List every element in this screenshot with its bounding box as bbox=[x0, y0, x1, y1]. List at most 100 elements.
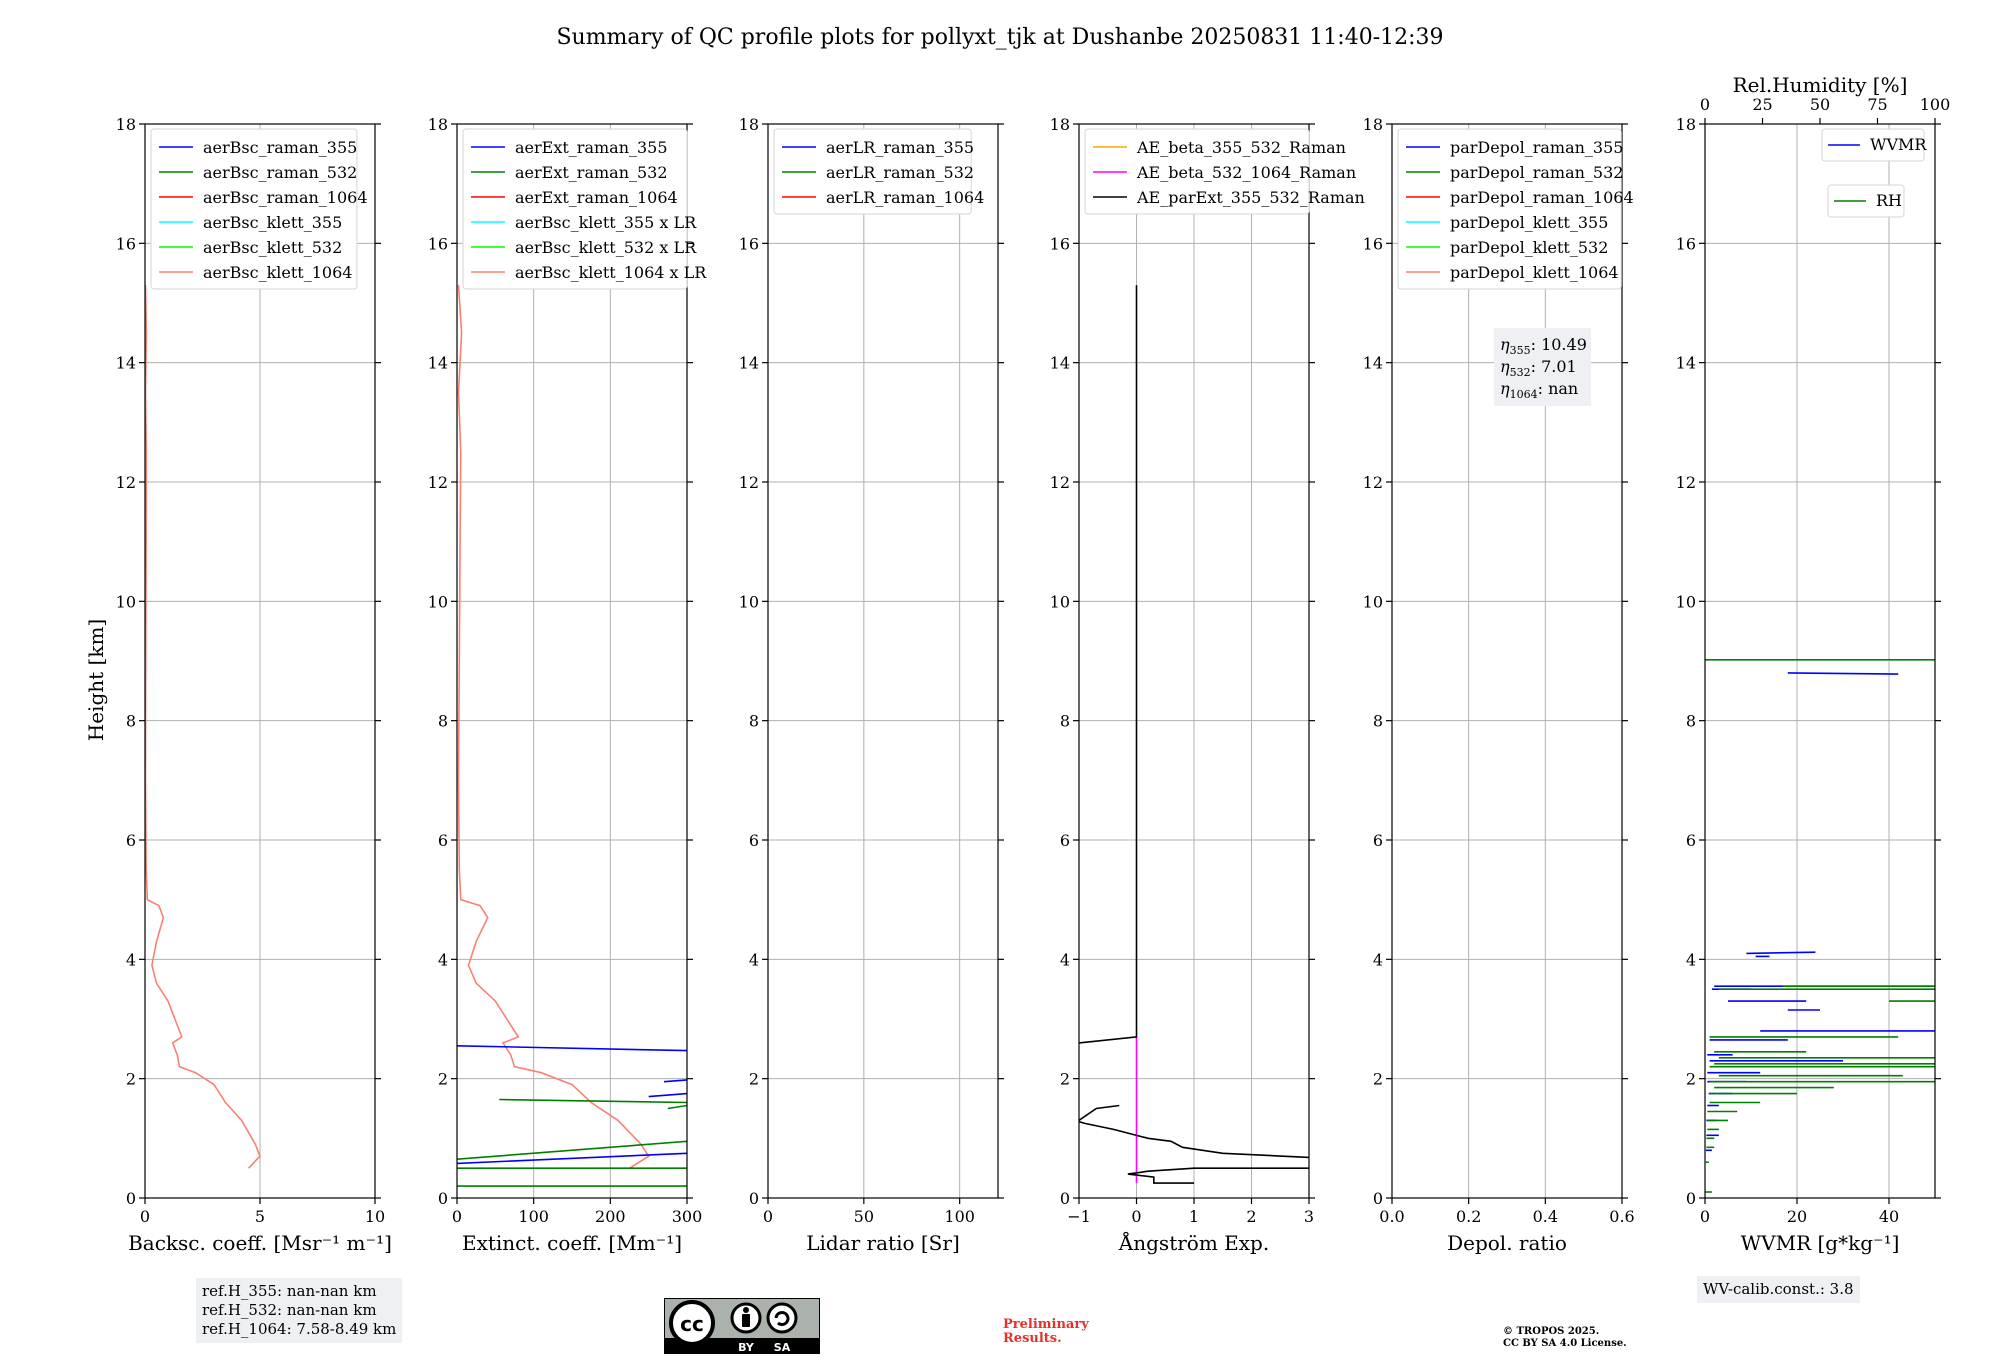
sa-label: SA bbox=[774, 1341, 791, 1354]
x-tick-label: 20 bbox=[1787, 1207, 1807, 1226]
series-aerExt_raman_355 bbox=[663, 1079, 687, 1083]
top-axis-label: Rel.Humidity [%] bbox=[1733, 73, 1908, 97]
x-tick-label: 0 bbox=[1700, 1207, 1710, 1226]
legend-box bbox=[773, 128, 972, 215]
y-tick-label: 4 bbox=[1686, 950, 1696, 969]
preliminary-results-note: Preliminary Results. bbox=[1003, 1318, 1089, 1346]
x-tick-label: 0.4 bbox=[1533, 1207, 1558, 1226]
series-AE_parExt_355_532_Raman bbox=[1079, 285, 1138, 1044]
legend: parDepol_raman_355 parDepol_raman_532 parD… bbox=[1397, 128, 1634, 290]
legend: AE_beta_355_532_Raman AE_beta_532_1064_Ra… bbox=[1084, 128, 1365, 215]
y-tick-label: 14 bbox=[1363, 354, 1383, 373]
legend-RH: RH bbox=[1827, 184, 1905, 218]
y-tick-label: 8 bbox=[1373, 712, 1383, 731]
legend-box bbox=[1821, 128, 1925, 162]
top-x-tick-label: 0 bbox=[1700, 95, 1710, 114]
x-tick-label: 300 bbox=[672, 1207, 703, 1226]
y-tick-label: 4 bbox=[126, 950, 136, 969]
y-tick-label: 10 bbox=[739, 592, 759, 611]
legend-label: aerBsc_klett_532 x LR bbox=[515, 238, 697, 257]
x-tick-label: 0.6 bbox=[1609, 1207, 1634, 1226]
y-tick-label: 12 bbox=[428, 473, 448, 492]
y-tick-label: 0 bbox=[126, 1189, 136, 1208]
y-tick-label: 12 bbox=[116, 473, 136, 492]
top-x-tick-label: 100 bbox=[1920, 95, 1951, 114]
series-aerExt_raman_355 bbox=[457, 1045, 687, 1052]
legend-label: parDepol_raman_1064 bbox=[1450, 188, 1634, 207]
legend-label: parDepol_klett_355 bbox=[1450, 213, 1608, 232]
series-group bbox=[457, 285, 687, 1187]
x-tick-label: 40 bbox=[1879, 1207, 1899, 1226]
y-tick-label: 2 bbox=[1686, 1070, 1696, 1089]
legend-box bbox=[462, 128, 688, 290]
y-tick-label: 4 bbox=[1373, 950, 1383, 969]
y-tick-label: 18 bbox=[1676, 115, 1696, 134]
legend-label: aerBsc_klett_1064 bbox=[203, 263, 352, 282]
legend-label: WVMR bbox=[1870, 135, 1927, 154]
legend-label: aerBsc_klett_355 bbox=[203, 213, 342, 232]
y-tick-label: 6 bbox=[126, 831, 136, 850]
ref-height-1064: ref.H_1064: 7.58-8.49 km bbox=[202, 1320, 397, 1338]
cc-icon bbox=[669, 1300, 715, 1346]
copyright-note: © TROPOS 2025. CC BY SA 4.0 License. bbox=[1503, 1326, 1627, 1350]
legend-box bbox=[1084, 128, 1310, 215]
series-aerBsc_klett_1064 bbox=[145, 285, 261, 1169]
y-tick-label: 8 bbox=[749, 712, 759, 731]
x-axis-label: Extinct. coeff. [Mm⁻¹] bbox=[462, 1231, 682, 1255]
top-x-tick-label: 75 bbox=[1867, 95, 1887, 114]
y-tick-label: 6 bbox=[1686, 831, 1696, 850]
x-tick-label: 0.0 bbox=[1379, 1207, 1404, 1226]
series-group bbox=[1705, 658, 1935, 1193]
wv-calibration-constant: WV-calib.const.: 3.8 bbox=[1703, 1280, 1854, 1298]
top-x-tick-label: 25 bbox=[1752, 95, 1772, 114]
y-tick-label: 16 bbox=[1050, 234, 1070, 253]
y-tick-label: 2 bbox=[1060, 1070, 1070, 1089]
y-tick-label: 0 bbox=[438, 1189, 448, 1208]
y-tick-label: 8 bbox=[1060, 712, 1070, 731]
y-tick-label: 16 bbox=[1363, 234, 1383, 253]
series-aerExt_raman_532 bbox=[457, 1140, 687, 1160]
legend-box bbox=[1397, 128, 1622, 290]
legend-label: RH bbox=[1876, 191, 1902, 210]
legend-label: parDepol_raman_532 bbox=[1450, 163, 1623, 182]
y-tick-label: 2 bbox=[126, 1070, 136, 1089]
x-tick-label: 2 bbox=[1246, 1207, 1256, 1226]
x-tick-label: 50 bbox=[854, 1207, 874, 1226]
annotation-box bbox=[1494, 328, 1591, 406]
y-tick-label: 10 bbox=[1363, 592, 1383, 611]
x-tick-label: 5 bbox=[255, 1207, 265, 1226]
x-tick-label: 1 bbox=[1189, 1207, 1199, 1226]
series-aerExt_raman_355 bbox=[457, 1152, 687, 1165]
share-alike-icon bbox=[766, 1302, 798, 1334]
y-tick-label: 16 bbox=[116, 234, 136, 253]
legend-label: parDepol_klett_532 bbox=[1450, 238, 1608, 257]
legend-label: aerLR_raman_355 bbox=[826, 138, 974, 157]
legend-label: aerExt_raman_355 bbox=[515, 138, 668, 157]
legend-label: aerBsc_klett_355 x LR bbox=[515, 213, 697, 232]
series-AE_parExt_355_532_Raman bbox=[1079, 1120, 1309, 1159]
y-tick-label: 14 bbox=[1676, 354, 1696, 373]
y-tick-label: 16 bbox=[428, 234, 448, 253]
copyright-line-2: CC BY SA 4.0 License. bbox=[1503, 1338, 1627, 1349]
series-group bbox=[145, 285, 261, 1169]
eta-line: η532: 7.01 bbox=[1500, 357, 1577, 379]
y-tick-label: 2 bbox=[749, 1070, 759, 1089]
legend-label: aerBsc_raman_532 bbox=[203, 163, 357, 182]
by-label: BY bbox=[738, 1341, 755, 1354]
y-tick-label: 14 bbox=[428, 354, 448, 373]
legend-label: aerLR_raman_1064 bbox=[826, 188, 984, 207]
y-tick-label: 18 bbox=[1363, 115, 1383, 134]
legend-WVMR: WVMR bbox=[1821, 128, 1927, 162]
cc-by-sa-license-badge: cc BY SA bbox=[664, 1298, 820, 1354]
y-tick-label: 6 bbox=[749, 831, 759, 850]
x-tick-label: 0 bbox=[452, 1207, 462, 1226]
top-x-tick-label: 50 bbox=[1810, 95, 1830, 114]
series-aerExt_raman_532 bbox=[667, 1104, 687, 1110]
reference-heights-box: ref.H_355: nan-nan km ref.H_532: nan-nan… bbox=[196, 1278, 403, 1343]
y-tick-label: 0 bbox=[1686, 1189, 1696, 1208]
copyright-line-1: © TROPOS 2025. bbox=[1503, 1326, 1600, 1337]
